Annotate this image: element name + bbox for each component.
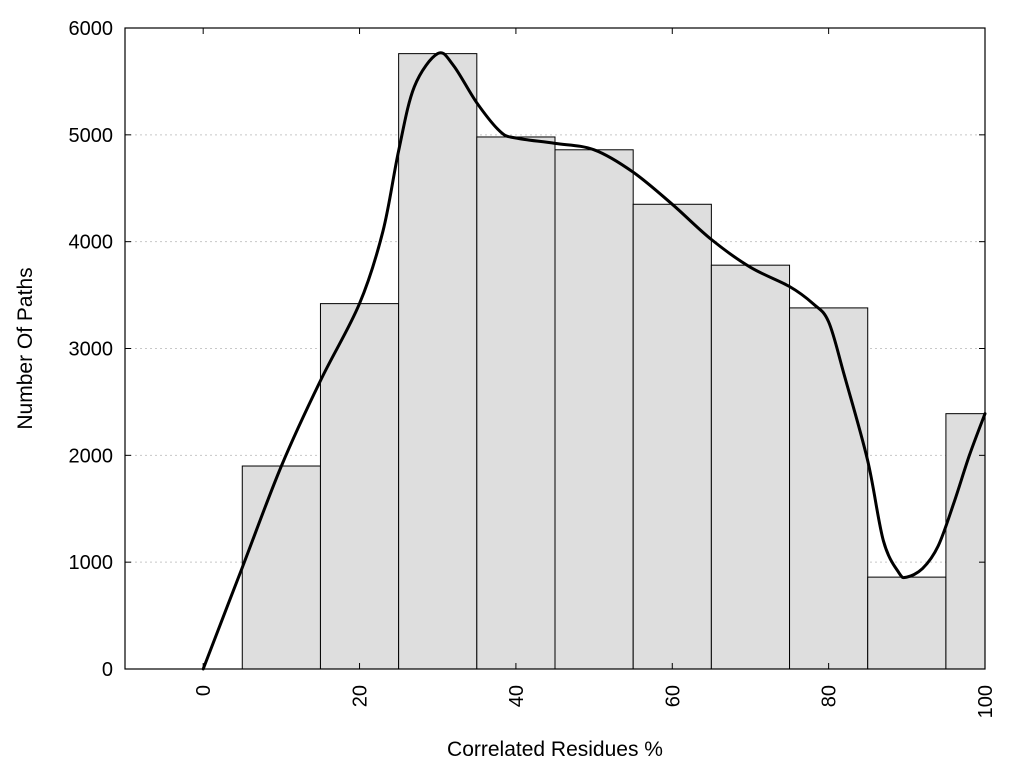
histogram-bar — [554, 149, 634, 670]
histogram-bar — [476, 136, 556, 670]
histogram-bar — [710, 264, 791, 670]
x-tick-label: 20 — [350, 685, 372, 707]
histogram-bar — [632, 203, 712, 670]
histogram-bar — [241, 465, 321, 670]
smoothed-curve — [201, 51, 987, 671]
axis-ticks: 0 1000 2000 3000 4000 5000 6000 0 20 40 60 80 100 — [69, 18, 998, 718]
x-tick-label: 0 — [193, 685, 215, 696]
histogram-bar — [319, 303, 400, 670]
x-tick-label: 100 — [975, 685, 997, 718]
histogram-bar — [867, 576, 947, 670]
y-tick-label: 6000 — [69, 18, 114, 40]
y-tick-label: 0 — [102, 659, 113, 681]
y-tick-label: 5000 — [69, 125, 114, 147]
y-axis-label: Number Of Paths — [14, 267, 37, 429]
histogram-bar — [789, 307, 869, 670]
y-tick-label: 3000 — [69, 339, 114, 361]
x-tick-label: 80 — [819, 685, 841, 707]
histogram-bar — [945, 413, 986, 670]
histogram-bar — [398, 53, 478, 670]
y-tick-label: 4000 — [69, 232, 114, 254]
bars — [241, 53, 986, 670]
y-tick-label: 1000 — [69, 552, 114, 574]
x-tick-label: 40 — [506, 685, 528, 707]
x-tick-label: 60 — [662, 685, 684, 707]
x-axis-label: Correlated Residues % — [447, 738, 663, 761]
y-tick-label: 2000 — [69, 445, 114, 467]
